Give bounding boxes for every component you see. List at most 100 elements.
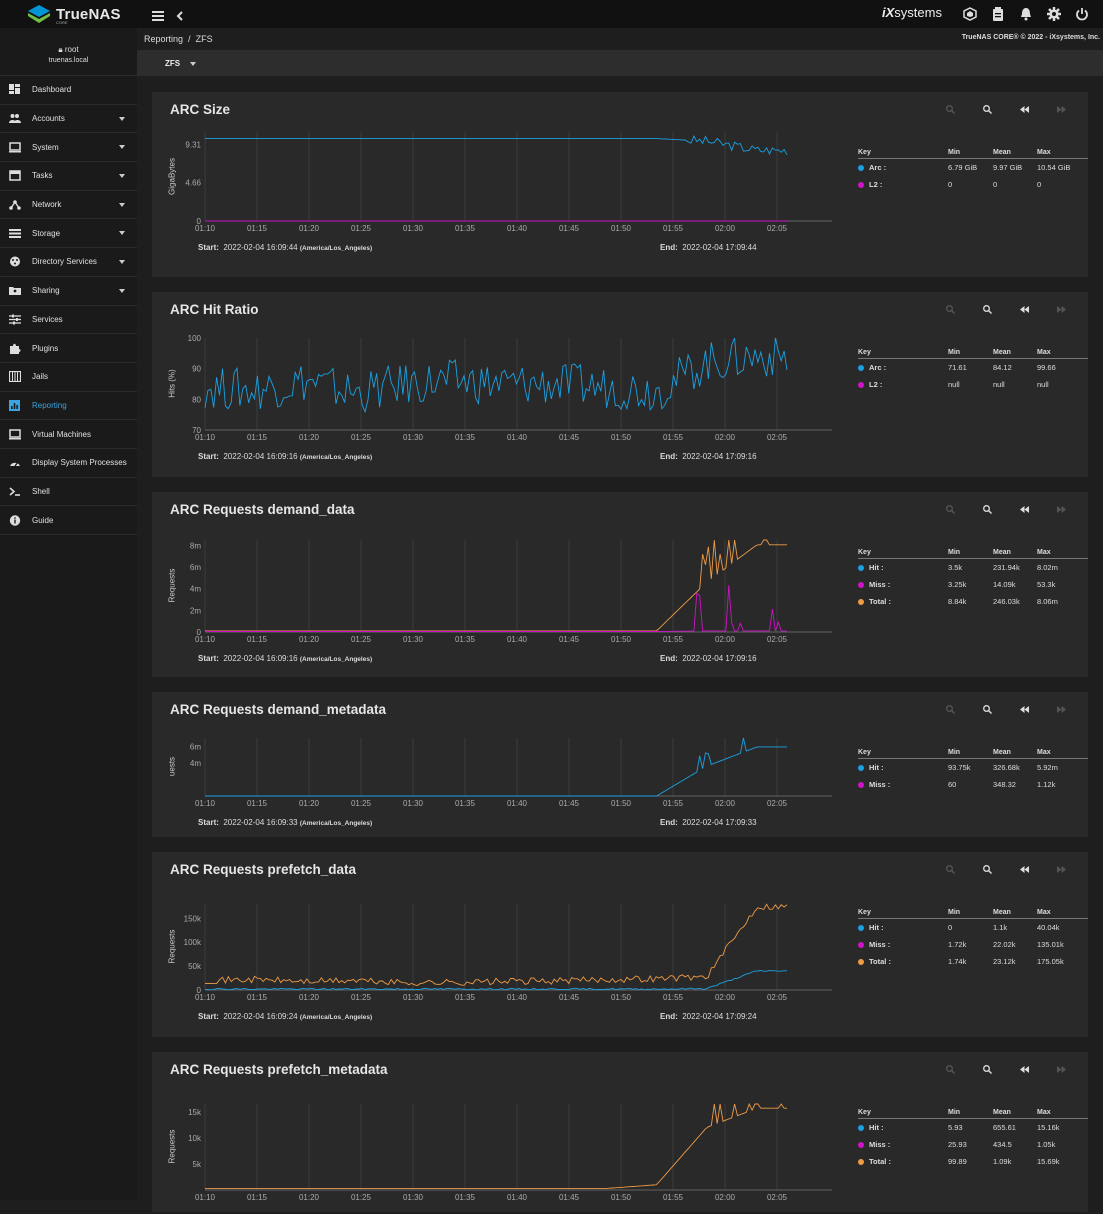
chart-legend: Key Min Mean Max Hit : 93.75k 326.68k 5.92m Miss… (858, 748, 1089, 793)
legend-row[interactable]: Miss : 1.72k 22.02k 135.01k (858, 936, 1088, 953)
sidebar-item-storage[interactable]: Storage (0, 219, 137, 249)
legend-row[interactable]: Arc : 6.79 GiB 9.97 GiB 10.54 GiB (858, 159, 1088, 177)
series-color-dot (858, 1125, 864, 1132)
legend-row[interactable]: Miss : 3.25k 14.09k 53.3k (858, 576, 1088, 593)
legend-max-header: Max (1037, 348, 1088, 359)
step-back-button[interactable] (1006, 102, 1043, 116)
start-time: 2022-02-04 16:09:16 (223, 654, 298, 663)
sidebar-item-directory-services[interactable]: Directory Services (0, 248, 137, 277)
power-icon (1076, 8, 1088, 21)
legend-row[interactable]: Miss : 60 348.32 1.12k (858, 776, 1088, 793)
y-tick-label: 4.66 (185, 179, 201, 188)
settings-button[interactable] (1045, 5, 1063, 23)
chevron-down-icon (190, 61, 197, 66)
sidebar-item-guide[interactable]: Guide (0, 506, 137, 535)
x-tick-label: 01:55 (663, 433, 684, 442)
series-max: 0 (1037, 180, 1042, 189)
step-back-button[interactable] (1006, 302, 1043, 316)
sidebar-item-accounts[interactable]: Accounts (0, 105, 137, 134)
series-name: Hit : (869, 923, 884, 932)
zoom-in-button[interactable] (969, 862, 1006, 876)
series-line-hit (205, 970, 788, 991)
alerts-button[interactable] (1017, 5, 1035, 23)
series-max: 1.12k (1037, 780, 1056, 789)
legend-row[interactable]: Hit : 93.75k 326.68k 5.92m (858, 759, 1088, 777)
step-back-button[interactable] (1006, 702, 1043, 716)
range-end: End: 2022-02-04 17:09:44 (660, 243, 757, 252)
back-button[interactable] (176, 8, 184, 26)
sidebar-item-reporting[interactable]: Reporting (0, 392, 137, 421)
step-back-button[interactable] (1006, 1062, 1043, 1076)
sidebar-item-label: Shell (32, 486, 50, 496)
zoom-out-button[interactable] (932, 302, 969, 316)
zoom-in-button[interactable] (969, 702, 1006, 716)
step-forward-button[interactable] (1043, 302, 1080, 316)
step-forward-button[interactable] (1043, 102, 1080, 116)
series-color-dot (858, 582, 864, 589)
sidebar-item-virtual-machines[interactable]: Virtual Machines (0, 420, 137, 449)
sidebar-item-services[interactable]: Services (0, 306, 137, 335)
step-forward-button[interactable] (1043, 702, 1080, 716)
zoom-out-button[interactable] (932, 862, 969, 876)
step-forward-button[interactable] (1043, 502, 1080, 516)
sidebar-item-tasks[interactable]: Tasks (0, 162, 137, 191)
lock-icon: 🔒︎ (58, 45, 63, 54)
legend-row[interactable]: Hit : 5.93 655.61 15.16k (858, 1119, 1088, 1137)
x-tick-label: 01:45 (559, 993, 580, 1002)
legend-row[interactable]: Total : 1.74k 23.12k 175.05k (858, 953, 1088, 970)
legend-row[interactable]: Total : 8.84k 246.03k 8.06m (858, 593, 1088, 610)
sidebar-item-plugins[interactable]: Plugins (0, 334, 137, 363)
legend-row[interactable]: Total : 99.89 1.09k 15.69k (858, 1153, 1088, 1170)
menu-toggle-button[interactable] (152, 8, 164, 26)
step-forward-button[interactable] (1043, 1062, 1080, 1076)
zoom-out-button[interactable] (932, 502, 969, 516)
breadcrumb-parent[interactable]: Reporting (144, 34, 184, 44)
x-tick-label: 01:30 (403, 799, 424, 808)
series-name: Miss : (869, 1140, 891, 1149)
sidebar-item-system[interactable]: System (0, 133, 137, 163)
x-tick-label: 01:10 (195, 433, 216, 442)
sidebar-item-shell[interactable]: Shell (0, 478, 137, 507)
sidebar-item-dashboard[interactable]: Dashboard (0, 76, 137, 105)
zoom-out-button[interactable] (932, 102, 969, 116)
truenas-logo[interactable]: TrueNAS CORE (28, 4, 121, 25)
zoom-out-button[interactable] (932, 702, 969, 716)
range-start: Start: 2022-02-04 16:09:44 (America/Los_… (198, 243, 372, 252)
report-type-select[interactable]: ZFS (165, 59, 197, 68)
zoom-out-button[interactable] (932, 1062, 969, 1076)
legend-row[interactable]: Hit : 3.5k 231.94k 8.02m (858, 559, 1088, 577)
legend-row[interactable]: Miss : 25.93 434.5 1.05k (858, 1136, 1088, 1153)
step-back-button[interactable] (1006, 862, 1043, 876)
sidebar-item-network[interactable]: Network (0, 191, 137, 220)
sidebar-item-display-system-processes[interactable]: Display System Processes (0, 449, 137, 478)
end-time: 2022-02-04 17:09:44 (682, 243, 757, 252)
x-tick-label: 01:50 (611, 799, 632, 808)
step-back-button[interactable] (1006, 502, 1043, 516)
sidebar-item-jails[interactable]: Jails (0, 363, 137, 392)
x-tick-label: 01:50 (611, 224, 632, 233)
tasks-button[interactable] (989, 5, 1007, 23)
zoom-in-button[interactable] (969, 1062, 1006, 1076)
sidebar-item-sharing[interactable]: Sharing (0, 277, 137, 306)
x-tick-label: 01:35 (455, 224, 476, 233)
zoom-in-button[interactable] (969, 502, 1006, 516)
x-tick-label: 01:10 (195, 1193, 216, 1202)
x-tick-label: 01:40 (507, 635, 528, 644)
ixsystems-logo[interactable]: iXiXsystemssystems (882, 5, 942, 20)
series-max: 40.04k (1037, 923, 1060, 932)
legend-row[interactable]: L2 : 0 0 0 (858, 176, 1088, 193)
zoom-in-button[interactable] (969, 302, 1006, 316)
x-tick-label: 01:45 (559, 433, 580, 442)
legend-row[interactable]: L2 : null null null (858, 376, 1088, 393)
legend-row[interactable]: Hit : 0 1.1k 40.04k (858, 919, 1088, 937)
x-tick-label: 01:55 (663, 635, 684, 644)
truecommand-button[interactable] (961, 5, 979, 23)
fast-forward-icon (1057, 105, 1066, 113)
x-tick-label: 02:00 (715, 799, 736, 808)
x-tick-label: 01:50 (611, 1193, 632, 1202)
legend-row[interactable]: Arc : 71.61 84.12 99.66 (858, 359, 1088, 377)
series-mean: 1.1k (993, 923, 1008, 932)
zoom-in-button[interactable] (969, 102, 1006, 116)
step-forward-button[interactable] (1043, 862, 1080, 876)
power-button[interactable] (1073, 5, 1091, 23)
